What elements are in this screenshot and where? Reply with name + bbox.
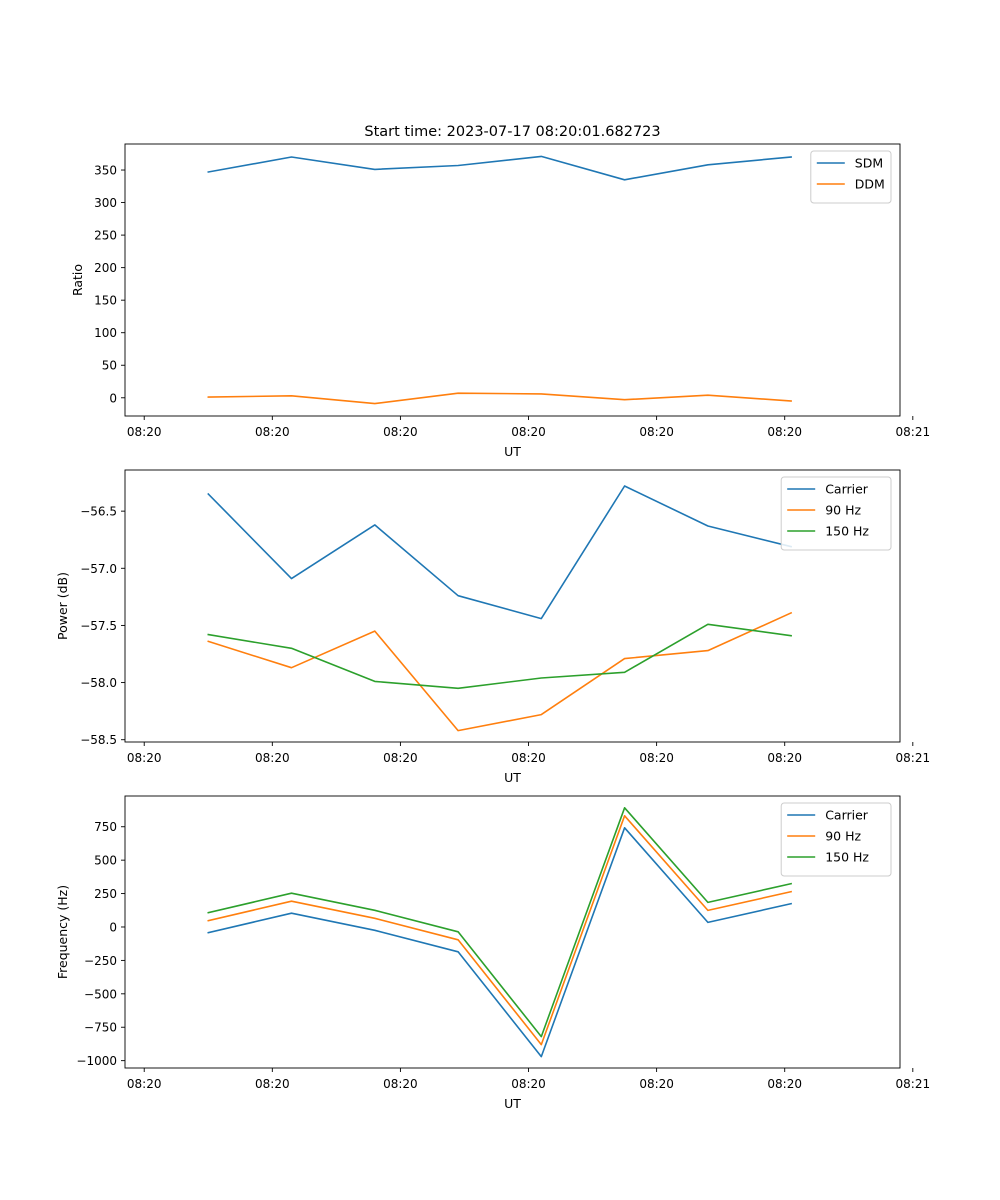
ratio-y-tick-label: 150 (94, 294, 117, 308)
ratio-series-line-sdm (207, 155, 792, 181)
power-x-tick-label: 08:21 (896, 751, 931, 765)
power-y-tick-label: −58.5 (80, 733, 117, 747)
frequency-y-axis-label: Frequency (Hz) (55, 885, 70, 979)
ratio-y-tick-label: 350 (94, 164, 117, 178)
ratio-y-tick-label: 200 (94, 261, 117, 275)
frequency-x-tick-label: 08:20 (383, 1077, 418, 1091)
frequency-series-line-90-hz (207, 814, 793, 1046)
power-axes-frame (124, 469, 901, 743)
power-legend-label: Carrier (825, 482, 869, 497)
power-legend-label: 150 Hz (825, 524, 869, 539)
ratio-panel: 08:20 08:20 08:20 08:20 08:20 08:20 08:21 0 50 10… (70, 143, 931, 459)
power-series-line-150-hz (207, 623, 793, 690)
frequency-x-tick-label: 08:20 (255, 1077, 290, 1091)
frequency-series-line-150-hz (207, 806, 793, 1038)
power-y-tick-label: −57.5 (80, 619, 117, 633)
ratio-legend-label: DDM (855, 177, 885, 192)
ratio-series-line-ddm (207, 392, 792, 405)
frequency-series-line-carrier (207, 826, 793, 1058)
ratio-axes-frame (124, 143, 901, 417)
frequency-legend-label: 90 Hz (825, 829, 861, 844)
frequency-x-axis-label: UT (504, 1096, 521, 1111)
ratio-y-tick-label: 50 (102, 359, 117, 373)
ratio-x-tick-label: 08:20 (767, 425, 802, 439)
power-y-tick-label: −57.0 (80, 562, 117, 576)
ratio-x-tick-label: 08:20 (127, 425, 162, 439)
frequency-y-tick-label: −1000 (76, 1054, 117, 1068)
power-x-axis-label: UT (504, 770, 521, 785)
frequency-x-tick-label: 08:20 (127, 1077, 162, 1091)
frequency-legend: Carrier 90 Hz 150 Hz (780, 802, 892, 877)
frequency-legend-label: Carrier (825, 808, 869, 823)
power-x-tick-label: 08:20 (511, 751, 546, 765)
ratio-y-axis-label: Ratio (70, 264, 85, 296)
ratio-y-tick-label: 100 (94, 326, 117, 340)
frequency-y-tick-label: 250 (94, 887, 117, 901)
ratio-legend: SDM DDM (810, 150, 892, 204)
frequency-y-tick-label: −250 (84, 954, 117, 968)
ratio-y-tick-label: 250 (94, 229, 117, 243)
ratio-x-tick-label: 08:20 (639, 425, 674, 439)
power-x-tick-label: 08:20 (127, 751, 162, 765)
frequency-x-tick-label: 08:20 (639, 1077, 674, 1091)
frequency-y-tick-label: 750 (94, 820, 117, 834)
frequency-x-tick-label: 08:20 (767, 1077, 802, 1091)
ratio-x-tick-label: 08:20 (255, 425, 290, 439)
frequency-x-tick-label: 08:20 (511, 1077, 546, 1091)
frequency-legend-label: 150 Hz (825, 850, 869, 865)
frequency-x-tick-label: 08:21 (896, 1077, 931, 1091)
ratio-x-axis-label: UT (504, 444, 521, 459)
ratio-x-tick-label: 08:21 (896, 425, 931, 439)
frequency-axes-frame (124, 795, 901, 1069)
frequency-y-tick-label: 500 (94, 854, 117, 868)
ratio-legend-label: SDM (855, 156, 883, 171)
frequency-y-tick-label: 0 (109, 920, 117, 934)
power-y-tick-label: −58.0 (80, 676, 117, 690)
power-panel: 08:20 08:20 08:20 08:20 08:20 08:20 08:21 −58.5… (55, 469, 931, 785)
ratio-legend-box (810, 150, 892, 204)
power-x-tick-label: 08:20 (639, 751, 674, 765)
ratio-x-tick-label: 08:20 (383, 425, 418, 439)
power-y-axis-label: Power (dB) (55, 572, 70, 640)
figure-title: Start time: 2023-07-17 08:20:01.682723 (364, 124, 660, 140)
power-series-line-carrier (207, 485, 793, 620)
ratio-y-tick-label: 0 (109, 391, 117, 405)
power-legend: Carrier 90 Hz 150 Hz (780, 476, 892, 551)
power-y-tick-label: −56.5 (80, 505, 117, 519)
ratio-x-tick-label: 08:20 (511, 425, 546, 439)
power-x-tick-label: 08:20 (383, 751, 418, 765)
power-x-tick-label: 08:20 (767, 751, 802, 765)
power-legend-label: 90 Hz (825, 503, 861, 518)
power-x-tick-label: 08:20 (255, 751, 290, 765)
power-series-line-90-hz (207, 611, 793, 732)
frequency-panel: 08:20 08:20 08:20 08:20 08:20 08:20 08:21 −1000… (55, 795, 931, 1111)
frequency-y-tick-label: −750 (84, 1021, 117, 1035)
ratio-y-tick-label: 300 (94, 196, 117, 210)
frequency-y-tick-label: −500 (84, 987, 117, 1001)
